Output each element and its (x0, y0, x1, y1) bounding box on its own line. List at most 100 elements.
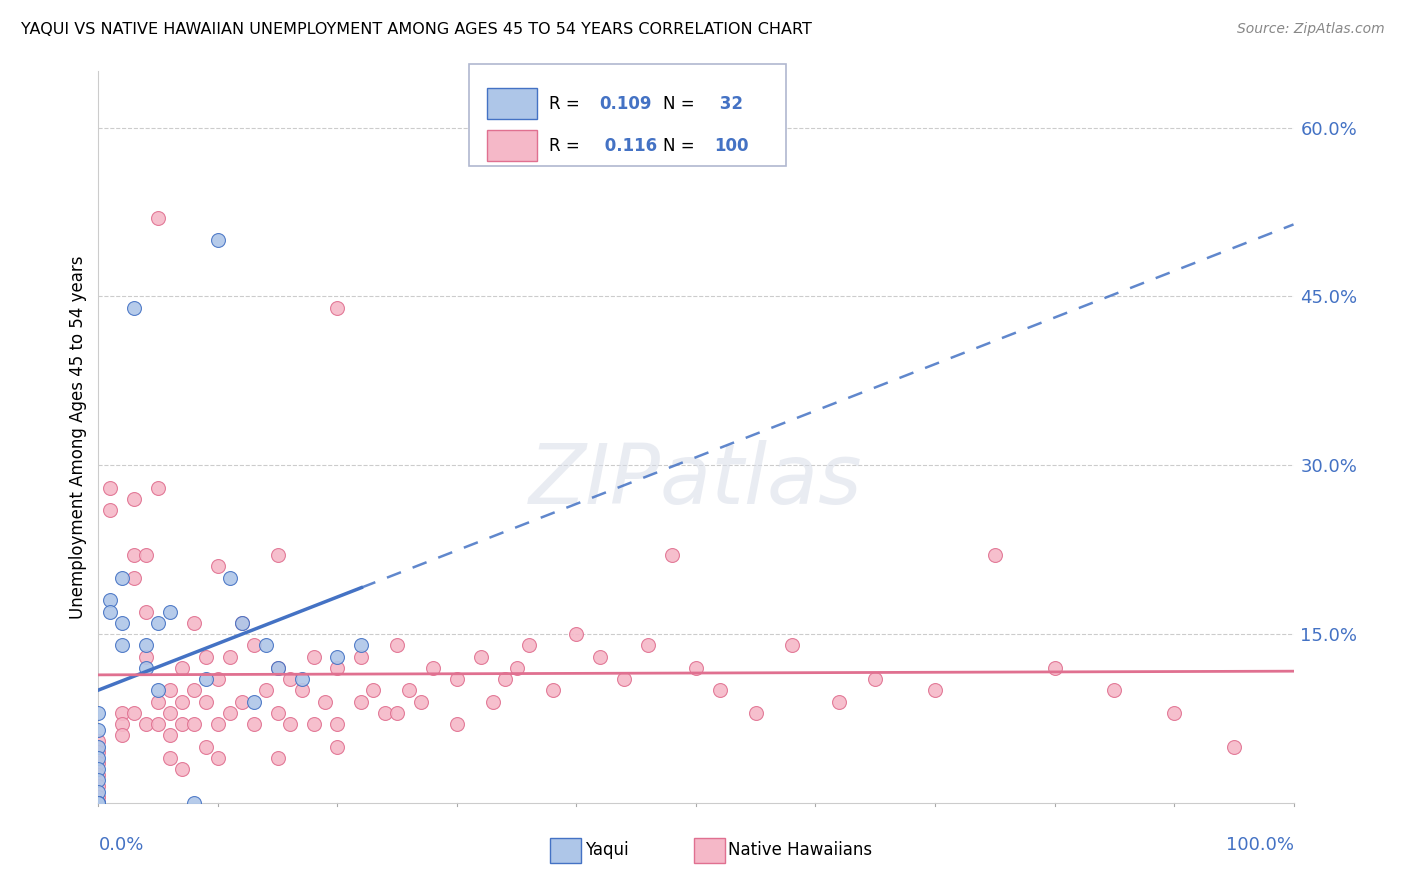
Point (267, 706, 290, 720)
Point (231, 615, 253, 630)
Point (231, 694, 253, 708)
Point (87, 796, 110, 810)
Point (98, 481, 122, 495)
Point (1104, 683, 1126, 698)
Point (87, 751, 110, 765)
Point (291, 672, 314, 686)
Point (1043, 661, 1066, 675)
Point (87, 784, 110, 798)
Point (87, 739, 110, 754)
Point (195, 649, 218, 664)
Point (148, 481, 170, 495)
Point (159, 706, 181, 720)
Point (159, 683, 181, 698)
Point (148, 211, 170, 225)
Point (267, 548, 290, 562)
Point (446, 717, 468, 731)
Text: 0.0%: 0.0% (98, 836, 143, 854)
Point (350, 694, 373, 708)
Text: Yaqui: Yaqui (585, 841, 628, 859)
Point (87, 734, 110, 748)
Point (87, 706, 110, 720)
Point (148, 694, 170, 708)
Point (159, 605, 181, 619)
Point (159, 751, 181, 765)
Point (124, 706, 146, 720)
Point (111, 638, 134, 652)
Point (111, 615, 134, 630)
Point (278, 672, 301, 686)
Point (278, 717, 301, 731)
Point (87, 762, 110, 776)
Point (494, 672, 516, 686)
Point (135, 661, 157, 675)
Point (446, 672, 468, 686)
Point (111, 706, 134, 720)
Point (87, 767, 110, 781)
Point (219, 571, 242, 585)
Point (243, 694, 266, 708)
Point (183, 717, 205, 731)
Point (589, 649, 612, 664)
Point (565, 627, 588, 641)
Point (385, 638, 409, 652)
Point (302, 649, 325, 664)
Point (637, 638, 659, 652)
Point (183, 683, 205, 698)
Point (254, 683, 277, 698)
Text: 100.0%: 100.0% (1226, 836, 1294, 854)
Point (195, 694, 218, 708)
Point (87, 756, 110, 771)
Point (87, 745, 110, 759)
Point (291, 683, 314, 698)
Point (172, 762, 194, 776)
Point (87, 723, 110, 737)
Point (470, 649, 492, 664)
Point (98, 503, 122, 517)
Point (924, 683, 946, 698)
Point (135, 638, 157, 652)
Point (613, 672, 636, 686)
Text: Source: ZipAtlas.com: Source: ZipAtlas.com (1237, 22, 1385, 37)
Point (326, 717, 349, 731)
Point (243, 717, 266, 731)
Point (267, 751, 290, 765)
Point (148, 683, 170, 698)
Point (207, 717, 229, 731)
Text: 0.116: 0.116 (599, 136, 657, 154)
Point (709, 683, 731, 698)
Point (865, 672, 887, 686)
Point (385, 706, 409, 720)
Point (207, 751, 229, 765)
Text: ZIPatlas: ZIPatlas (529, 441, 863, 522)
FancyBboxPatch shape (486, 88, 537, 120)
Point (124, 301, 146, 315)
Text: R =: R = (548, 95, 585, 112)
FancyBboxPatch shape (470, 64, 786, 167)
Point (207, 559, 229, 574)
Point (254, 638, 277, 652)
Point (984, 548, 1007, 562)
Text: 32: 32 (714, 95, 742, 112)
Point (422, 661, 444, 675)
Point (183, 796, 205, 810)
Point (124, 491, 146, 506)
Point (363, 683, 385, 698)
Point (219, 649, 242, 664)
Point (374, 706, 396, 720)
Point (195, 672, 218, 686)
Point (98, 593, 122, 607)
Point (87, 779, 110, 793)
Point (87, 796, 110, 810)
Point (267, 661, 290, 675)
Y-axis label: Unemployment Among Ages 45 to 54 years: Unemployment Among Ages 45 to 54 years (69, 255, 87, 619)
Point (111, 571, 134, 585)
FancyBboxPatch shape (550, 838, 581, 863)
Point (183, 615, 205, 630)
Text: YAQUI VS NATIVE HAWAIIAN UNEMPLOYMENT AMONG AGES 45 TO 54 YEARS CORRELATION CHAR: YAQUI VS NATIVE HAWAIIAN UNEMPLOYMENT AM… (21, 22, 813, 37)
Point (685, 661, 707, 675)
Point (172, 661, 194, 675)
Point (111, 728, 134, 742)
Point (231, 615, 253, 630)
Point (135, 649, 157, 664)
